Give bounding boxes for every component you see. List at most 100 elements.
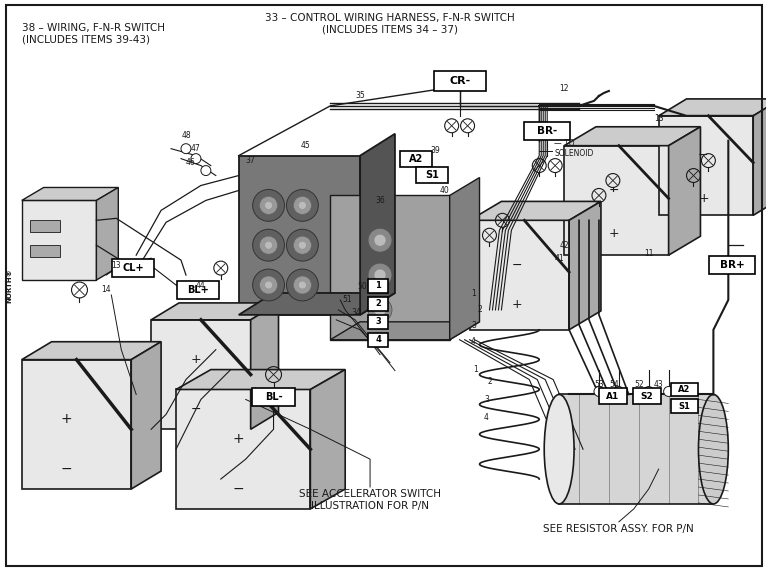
Text: 37: 37 — [246, 156, 256, 165]
Circle shape — [286, 269, 318, 301]
Bar — [670, 400, 698, 413]
Polygon shape — [151, 303, 279, 320]
Circle shape — [374, 304, 386, 316]
Text: 39: 39 — [431, 146, 441, 155]
Text: BL-: BL- — [265, 392, 283, 403]
Polygon shape — [469, 202, 601, 220]
Polygon shape — [239, 293, 395, 315]
Text: 45: 45 — [300, 141, 310, 150]
Bar — [710, 256, 755, 274]
Text: S1: S1 — [425, 170, 439, 179]
Polygon shape — [176, 389, 310, 509]
Ellipse shape — [698, 395, 728, 504]
Text: SEE RESISTOR ASSY. FOR P/N: SEE RESISTOR ASSY. FOR P/N — [544, 524, 694, 534]
Polygon shape — [330, 195, 450, 340]
Text: −: − — [61, 462, 72, 476]
Circle shape — [286, 230, 318, 261]
Circle shape — [181, 144, 191, 154]
Polygon shape — [360, 134, 395, 315]
Polygon shape — [250, 303, 279, 429]
Text: NORTH®: NORTH® — [7, 268, 13, 303]
Polygon shape — [151, 320, 250, 429]
Text: 48: 48 — [181, 131, 190, 140]
Text: +: + — [512, 299, 523, 311]
Bar — [633, 388, 660, 404]
Circle shape — [368, 228, 392, 252]
Polygon shape — [176, 369, 345, 389]
Circle shape — [265, 241, 273, 249]
Text: A1: A1 — [606, 392, 620, 401]
Text: 50: 50 — [357, 283, 367, 291]
Bar — [252, 388, 296, 407]
Text: 3: 3 — [484, 395, 489, 404]
Text: +: + — [698, 192, 709, 205]
Text: 3: 3 — [471, 321, 476, 330]
Text: −: − — [190, 403, 201, 416]
Bar — [30, 245, 60, 257]
Text: 34: 34 — [351, 308, 361, 317]
Text: A2: A2 — [409, 154, 423, 164]
Text: 4: 4 — [471, 337, 476, 346]
Text: BR-: BR- — [537, 126, 558, 136]
Circle shape — [664, 387, 674, 396]
Circle shape — [293, 236, 311, 254]
Circle shape — [299, 281, 306, 289]
Polygon shape — [22, 360, 131, 489]
Text: 1: 1 — [375, 282, 381, 291]
Ellipse shape — [545, 395, 574, 504]
Polygon shape — [22, 187, 118, 200]
Text: 41: 41 — [554, 254, 564, 263]
Polygon shape — [569, 202, 601, 330]
Text: 13: 13 — [111, 260, 121, 270]
Text: +: + — [608, 227, 619, 240]
Circle shape — [299, 202, 306, 210]
Text: 52: 52 — [634, 380, 644, 389]
Bar — [415, 167, 448, 183]
Text: — TO
SOLENOID: — TO SOLENOID — [554, 139, 594, 158]
Polygon shape — [330, 322, 479, 340]
Text: 44: 44 — [196, 280, 206, 289]
Circle shape — [265, 281, 273, 289]
Polygon shape — [564, 127, 700, 146]
Circle shape — [614, 387, 624, 396]
Circle shape — [253, 190, 284, 222]
Text: 14: 14 — [101, 286, 111, 295]
Text: 4: 4 — [484, 413, 489, 422]
Polygon shape — [239, 156, 360, 315]
Polygon shape — [131, 341, 161, 489]
Bar — [599, 388, 627, 404]
Circle shape — [191, 154, 201, 164]
Circle shape — [265, 202, 273, 210]
Text: +: + — [190, 353, 201, 366]
Text: S2: S2 — [641, 392, 653, 401]
Polygon shape — [310, 369, 345, 509]
Polygon shape — [659, 116, 753, 215]
Circle shape — [260, 276, 277, 294]
Bar — [368, 315, 388, 329]
Text: 3: 3 — [375, 317, 381, 326]
Polygon shape — [450, 178, 479, 340]
Polygon shape — [22, 200, 97, 280]
Text: 54: 54 — [609, 380, 619, 389]
Text: 35: 35 — [356, 91, 365, 100]
Circle shape — [253, 230, 284, 261]
Bar — [559, 395, 713, 504]
Text: 2: 2 — [487, 377, 492, 386]
Text: 42: 42 — [559, 241, 569, 250]
Polygon shape — [22, 341, 161, 360]
Text: 38 – WIRING, F-N-R SWITCH
(INCLUDES ITEMS 39-43): 38 – WIRING, F-N-R SWITCH (INCLUDES ITEM… — [22, 23, 165, 45]
Circle shape — [368, 263, 392, 287]
Text: 40: 40 — [440, 186, 449, 195]
Text: +: + — [61, 412, 72, 427]
Circle shape — [594, 387, 604, 396]
Text: 1: 1 — [472, 289, 476, 299]
Circle shape — [253, 269, 284, 301]
Polygon shape — [564, 146, 669, 255]
Text: 2: 2 — [375, 299, 381, 308]
Text: BR+: BR+ — [720, 260, 745, 270]
Polygon shape — [659, 99, 768, 116]
Text: −: − — [233, 482, 244, 496]
Text: 51: 51 — [343, 295, 352, 304]
Bar — [177, 281, 219, 299]
Circle shape — [299, 241, 306, 249]
